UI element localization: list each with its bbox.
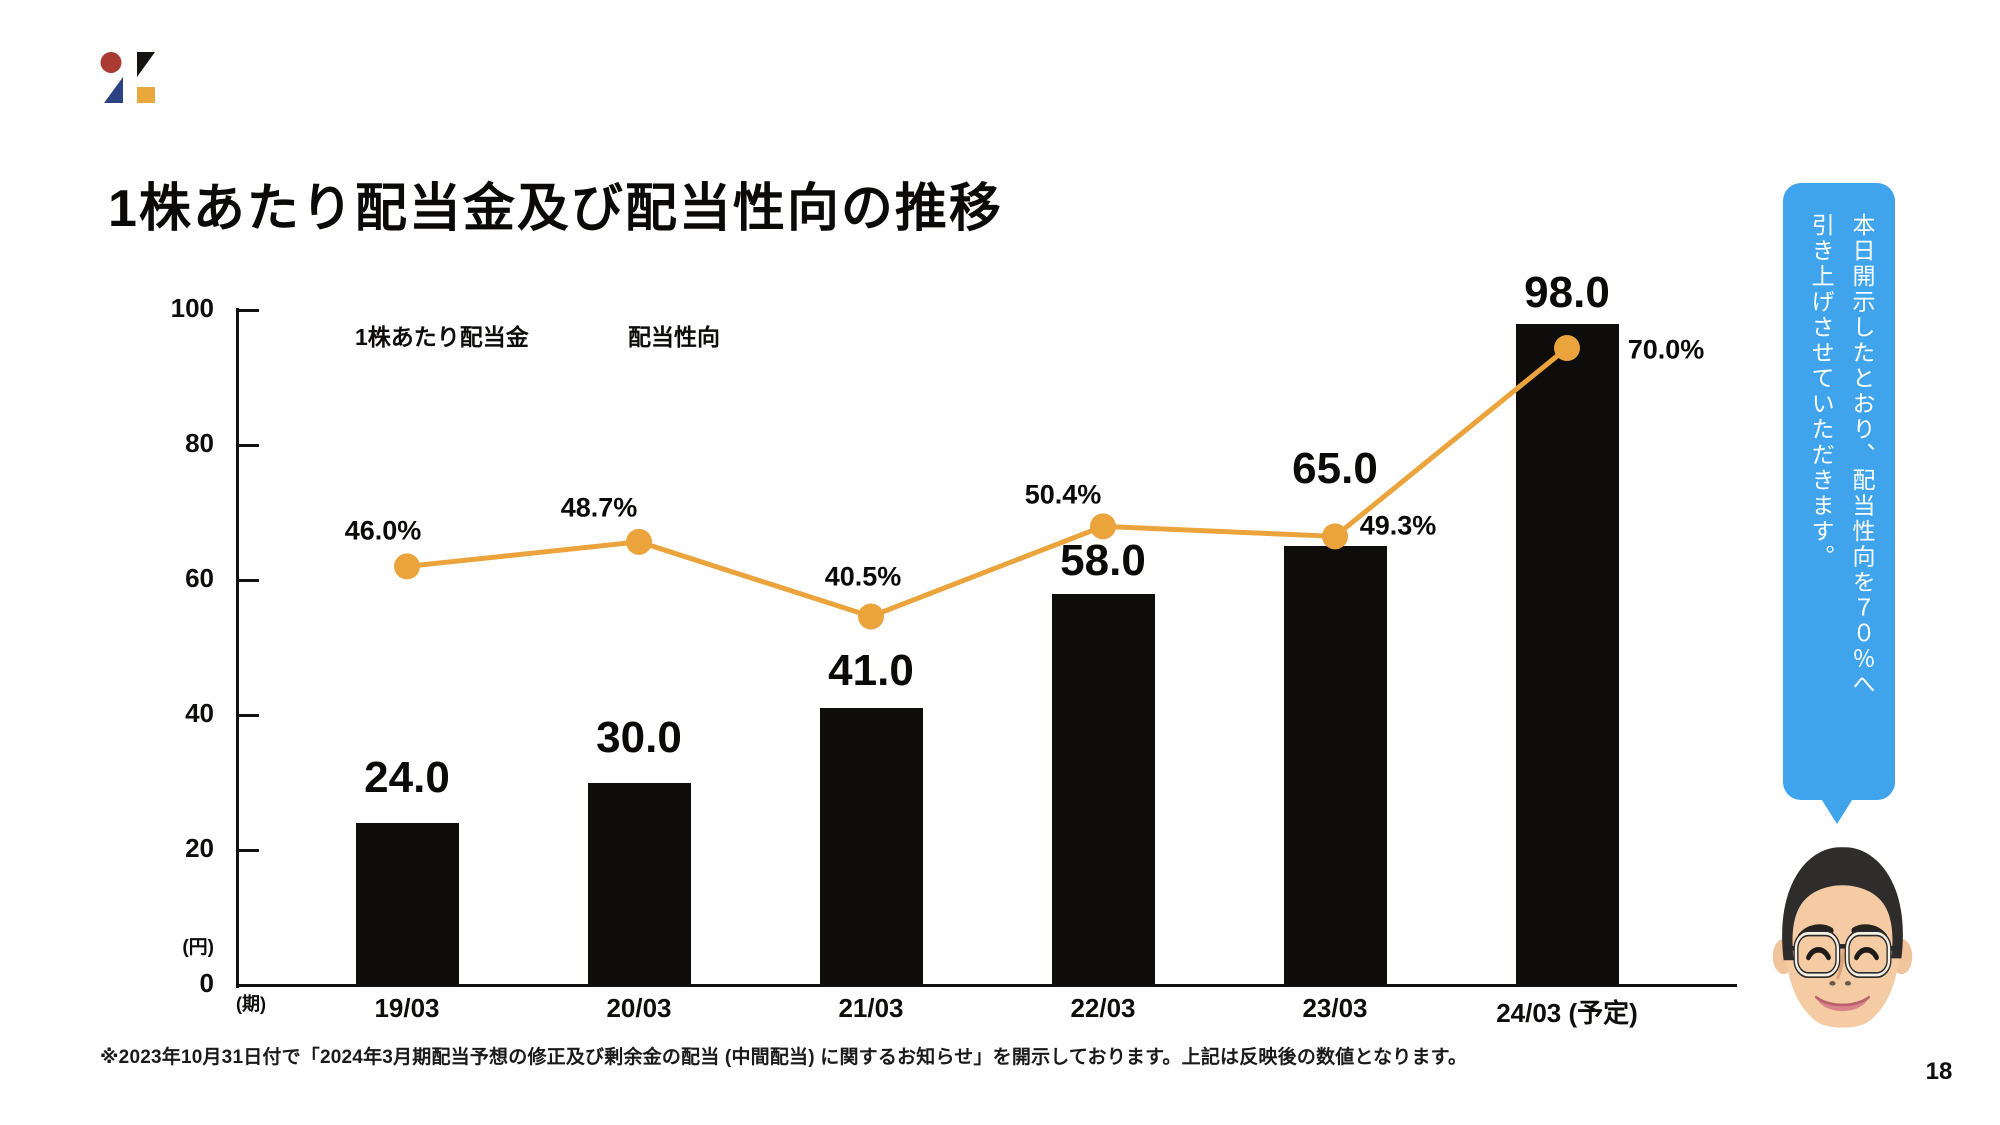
bar xyxy=(819,708,923,985)
percent-label: 50.4% xyxy=(1024,479,1102,510)
y-axis-unit-label: (円) xyxy=(182,937,214,958)
bar xyxy=(587,782,691,985)
speech-bubble-line-1: 本日開示したとおり、配当性向を７０％へ xyxy=(1849,213,1875,698)
bar xyxy=(1051,593,1155,985)
legend-bar-label: 1株あたり配当金 xyxy=(355,324,529,350)
x-tick-label: 21/03 xyxy=(838,993,904,1023)
x-axis-line xyxy=(236,984,1737,987)
logo-black-triangle xyxy=(137,52,155,77)
legend-line-label: 配当性向 xyxy=(628,324,720,350)
bar-value-label: 65.0 xyxy=(1292,444,1378,494)
page-number: 18 xyxy=(1925,1058,1953,1085)
y-tick-label: 100 xyxy=(170,293,214,323)
speech-bubble-line-2: 引き上げさせていただきます。 xyxy=(1808,213,1835,570)
y-tick xyxy=(237,443,259,447)
x-tick-label: 23/03 xyxy=(1302,993,1368,1023)
y-tick-label: 80 xyxy=(185,428,214,458)
avatar-nostril-left xyxy=(1829,981,1836,986)
logo-yellow-square xyxy=(137,87,155,103)
line-point xyxy=(1322,523,1348,550)
y-tick-label: 60 xyxy=(185,563,214,593)
bar xyxy=(1515,323,1619,985)
bar-value-label: 58.0 xyxy=(1060,535,1146,585)
x-axis-unit-label: (期) xyxy=(236,994,266,1014)
x-tick-label: 22/03 xyxy=(1070,993,1136,1023)
line-point xyxy=(858,603,884,630)
avatar-nose xyxy=(1836,949,1845,980)
logo-navy-triangle xyxy=(104,77,123,103)
y-axis-line xyxy=(236,308,239,988)
avatar-mouth xyxy=(1816,997,1869,1012)
y-tick xyxy=(237,578,259,582)
avatar-right-eye xyxy=(1854,947,1879,961)
avatar-face xyxy=(1784,856,1901,1028)
y-tick xyxy=(237,848,259,852)
speech-bubble: 本日開示したとおり、配当性向を７０％へ 引き上げさせていただきます。 xyxy=(1783,183,1895,800)
avatar-glasses xyxy=(1784,930,1901,979)
avatar-left-eye xyxy=(1806,947,1831,961)
line-point xyxy=(1554,335,1580,361)
x-tick-label: 20/03 xyxy=(606,993,672,1023)
logo-red-circle xyxy=(100,52,122,73)
footnote: ※2023年10月31日付で「2024年3月期配当予想の修正及び剰余金の配当 (… xyxy=(100,1047,1468,1068)
bar xyxy=(355,823,459,985)
speech-bubble-tail xyxy=(1820,797,1854,824)
bar-value-label: 41.0 xyxy=(828,646,914,696)
page-title: 1株あたり配当金及び配当性向の推移 xyxy=(108,180,1003,238)
bar-value-label: 30.0 xyxy=(596,712,682,762)
y-tick-label: 40 xyxy=(185,698,214,728)
avatar-nostril-right xyxy=(1844,981,1852,986)
payout-ratio-line xyxy=(406,346,1569,620)
y-tick-label: 20 xyxy=(185,833,214,863)
line-point xyxy=(1090,513,1116,540)
line-point xyxy=(394,553,420,580)
y-tick-label: 0 xyxy=(199,968,214,998)
percent-label: 70.0% xyxy=(1627,334,1705,365)
bar xyxy=(1283,546,1387,985)
speech-bubble-text: 本日開示したとおり、配当性向を７０％へ 引き上げさせていただきます。 xyxy=(1783,183,1895,800)
percent-label: 48.7% xyxy=(560,492,638,523)
avatar-hair xyxy=(1782,847,1903,961)
presenter-avatar xyxy=(1772,847,1913,1028)
bar-value-label: 98.0 xyxy=(1524,267,1610,317)
percent-label: 46.0% xyxy=(344,515,422,546)
y-tick xyxy=(237,713,259,717)
x-tick-label: 19/03 xyxy=(374,993,440,1023)
company-logo xyxy=(100,52,155,103)
percent-label: 49.3% xyxy=(1359,510,1437,541)
x-tick-label: 24/03 (予定) xyxy=(1496,998,1638,1028)
y-tick xyxy=(237,308,259,312)
bar-value-label: 24.0 xyxy=(364,753,450,802)
percent-label: 40.5% xyxy=(824,561,902,592)
avatar-lip-line xyxy=(1814,995,1871,1007)
line-point xyxy=(626,528,652,555)
